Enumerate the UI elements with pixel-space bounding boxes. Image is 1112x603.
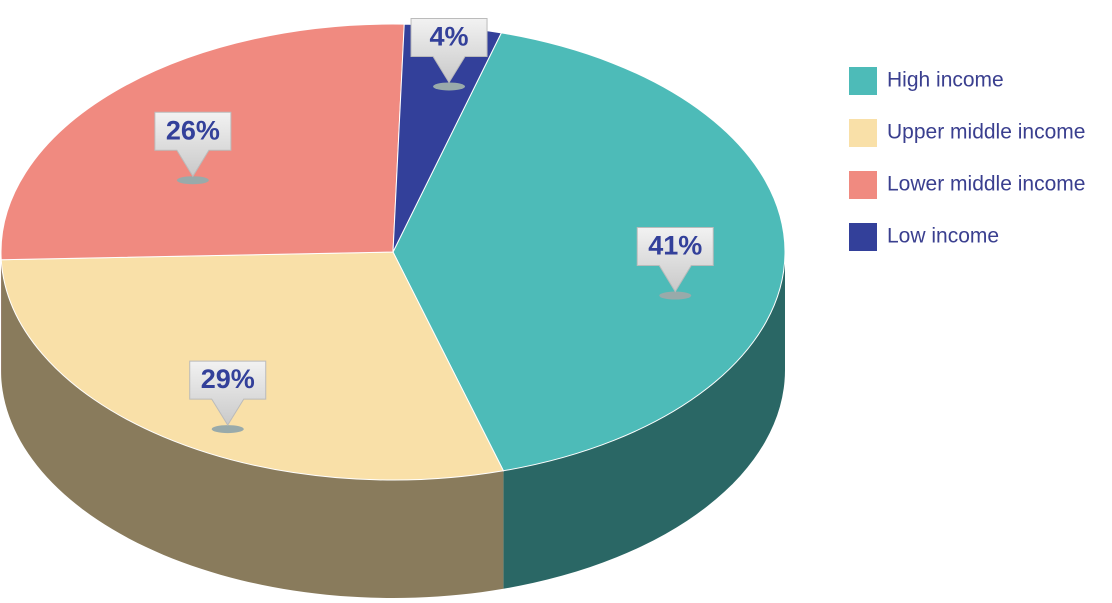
- legend-label: High income: [887, 69, 1004, 92]
- callout: [410, 17, 488, 84]
- callout: [636, 227, 714, 293]
- legend-swatch: [849, 223, 877, 251]
- value-label: 29%: [201, 364, 255, 394]
- pie-slice: [392, 32, 786, 472]
- callout-shadow: [176, 176, 209, 185]
- callout-shadow: [659, 291, 692, 300]
- legend-label: Low income: [887, 225, 999, 248]
- value-label: 4%: [430, 22, 469, 52]
- legend: High income Upper middle income Lower midd…: [849, 67, 1085, 251]
- pie-side: [503, 252, 785, 589]
- pie-side: [1, 259, 504, 598]
- callout: [189, 360, 267, 427]
- legend-label: Lower middle income: [887, 173, 1085, 196]
- pie-sides: [1, 252, 785, 598]
- value-label: 41%: [648, 231, 702, 261]
- legend-swatch: [849, 119, 877, 147]
- value-label: 26%: [166, 115, 220, 145]
- callout: [154, 111, 232, 178]
- value-labels: 41% 29% 26% 4%: [154, 17, 714, 434]
- legend-label: Upper middle income: [887, 121, 1085, 144]
- callout-shadow: [211, 425, 244, 434]
- callout-shadow: [433, 82, 466, 91]
- legend-swatch: [849, 171, 877, 199]
- legend-swatch: [849, 67, 877, 95]
